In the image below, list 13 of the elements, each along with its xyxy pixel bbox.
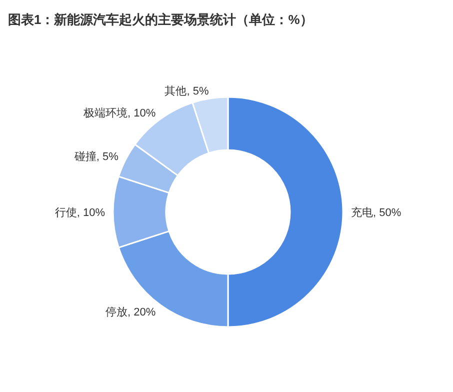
slice-label: 充电 [351, 206, 373, 219]
chart-title: 图表1：新能源汽车起火的主要场景统计（单位：%） [8, 12, 313, 27]
data-label: , 10% [128, 107, 156, 120]
slice-label: 其他 [164, 84, 187, 98]
slice-label: 碰撞 [73, 150, 96, 164]
slice-label: 行使 [54, 207, 77, 219]
slice-label: 极端环境 [82, 106, 128, 120]
data-label: , 10% [76, 207, 106, 219]
data-label: , 5% [96, 151, 119, 164]
slice-label: 停放 [106, 306, 128, 319]
data-label: , 20% [128, 306, 156, 319]
data-label: , 50% [373, 207, 402, 219]
data-label: , 5% [186, 86, 209, 98]
